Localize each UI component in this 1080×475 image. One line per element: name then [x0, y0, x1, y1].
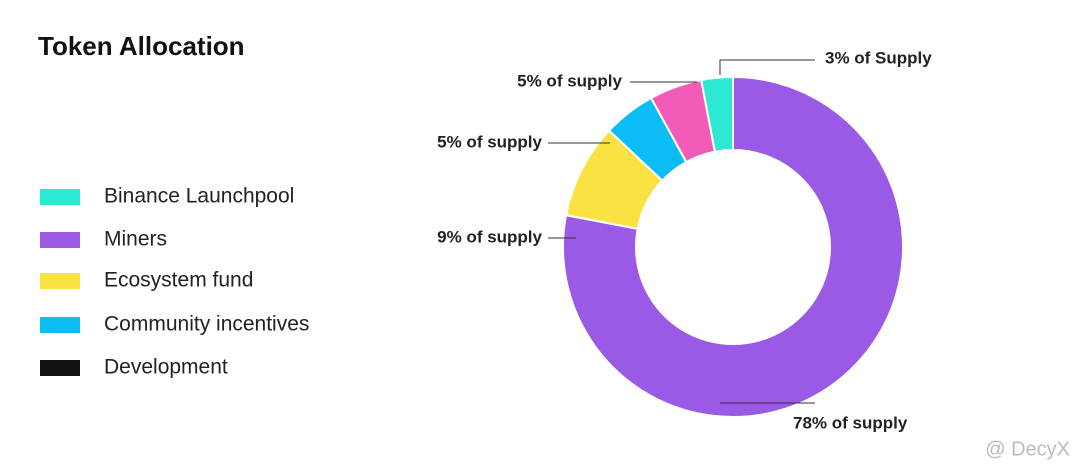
legend-label: Binance Launchpool	[104, 185, 294, 208]
watermark: @ DecyX	[985, 438, 1070, 460]
legend-label: Development	[104, 356, 228, 379]
leader-line	[719, 59, 815, 75]
legend-label: Community incentives	[104, 313, 309, 336]
value-label: 78% of supply	[793, 413, 908, 432]
value-label: 3% of Supply	[825, 48, 932, 67]
value-label: 5% of supply	[517, 71, 622, 90]
slice	[649, 78, 716, 164]
value-label: 5% of supply	[437, 132, 542, 151]
legend-label: Ecosystem fund	[104, 269, 253, 292]
legend-swatch	[40, 189, 80, 205]
value-label: 9% of supply	[437, 227, 542, 246]
legend-swatch	[40, 360, 80, 376]
legend-swatch	[40, 273, 80, 289]
legend-label: Miners	[104, 228, 167, 251]
slice	[562, 75, 904, 418]
legend-swatch	[40, 317, 80, 333]
legend-swatch	[40, 232, 80, 248]
chart-title: Token Allocation	[38, 31, 245, 61]
